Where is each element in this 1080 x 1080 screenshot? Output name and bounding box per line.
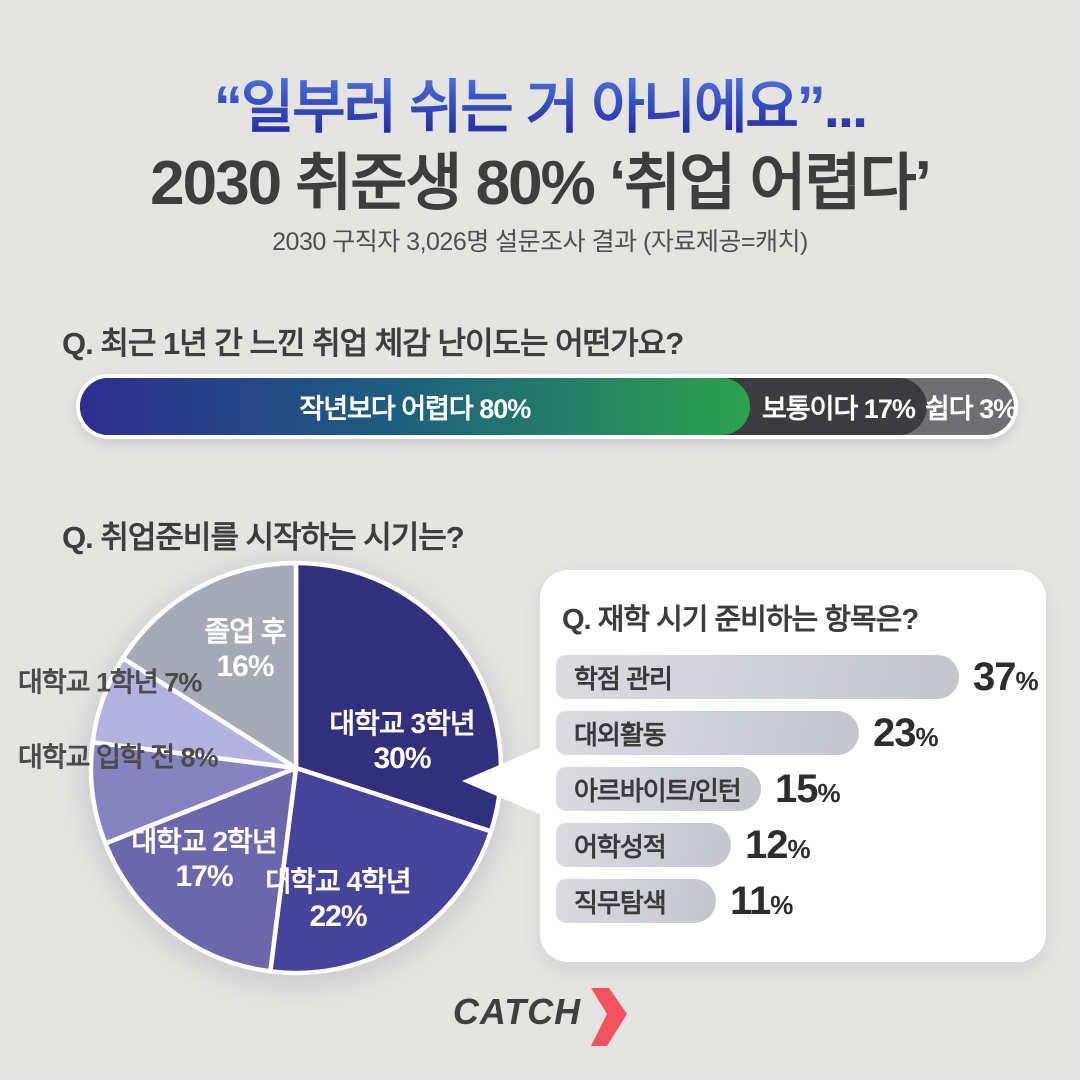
hbar-row-grades: 학점 관리 37% [556,655,1039,699]
hbar-grades: 학점 관리 [556,655,959,699]
hbar-job-exploration: 직무탐색 [556,879,716,923]
hbar-row-language-score: 어학성적 12% [556,823,811,867]
difficulty-bar-track: 작년보다 어렵다 80% 보통이다 17% 쉽다 3% [80,378,1017,435]
hbar-value-number: 11 [730,878,771,923]
catch-logo-text: CATCH [452,991,582,1032]
pie-slice-label: 대학교 2학년 17% [131,826,277,893]
question-1-heading: Q. 최근 1년 간 느낀 취업 체감 난이도는 어떤가요? [62,326,684,361]
hbar-value: 23% [873,711,939,756]
percent-sign: % [787,833,811,864]
hbar-value: 11% [730,879,793,924]
pie-slice-2 [103,765,299,974]
percent-sign: % [817,777,841,808]
difficulty-stacked-bar: 작년보다 어렵다 80% 보통이다 17% 쉽다 3% [76,374,1018,439]
main-title-line2: 2030 취준생 80% ‘취업 어렵다’ [150,149,932,218]
pie-slice-label: 대학교 3학년 30% [329,708,475,775]
prep-items-card: Q. 재학 시기 준비하는 항목은? 학점 관리 37% 대외활동 23% 아르… [540,570,1046,962]
hbar-value-number: 15 [775,766,818,811]
footer-logo: CATCH [0,988,1080,1046]
pie-slice-5 [120,560,299,771]
hbar-value-number: 37 [973,654,1016,699]
pie-chart-area: 대학교 3학년 30% 대학교 4학년 22% 대학교 2학년 17% 대학교 입학 전 8… [0,540,560,1010]
pie-slice-label: 대학교 4학년 22% [265,866,411,933]
pie-slice-1 [268,765,494,976]
hbar-value: 37% [973,655,1039,700]
segment-normal-label: 보통이다 17% [761,394,916,424]
survey-subtitle: 2030 구직자 3,026명 설문조사 결과 (자료제공=캐치) [272,228,808,256]
percent-sign: % [915,721,939,752]
hbar-label: 학점 관리 [574,663,673,694]
hbar-value: 12% [745,823,811,868]
question-2-heading: Q. 취업준비를 시작하는 시기는? [62,520,465,555]
catch-arrow-icon [591,988,628,1046]
hbar-value-number: 23 [873,710,916,755]
hbar-label: 대외활동 [574,719,667,750]
card-speech-tail [462,744,548,818]
segment-harder [80,378,750,435]
pie-slice-outside-label: 대학교 1학년 7% [18,667,202,698]
hbar-label: 어학성적 [574,831,667,862]
hbar-row-activities: 대외활동 23% [556,711,939,755]
hbar-activities: 대외활동 [556,711,859,755]
hbar-row-parttime-intern: 아르바이트/인턴 15% [556,767,841,811]
pie-slice-outside-label: 대학교 입학 전 8% [18,742,219,773]
question-3-heading: Q. 재학 시기 준비하는 항목은? [562,604,919,636]
hbar-language-score: 어학성적 [556,823,731,867]
hbar-value: 15% [775,767,841,812]
segment-harder-label: 작년보다 어렵다 80% [299,394,531,424]
hbar-label: 직무탐색 [574,887,667,918]
main-title-line1: “일부러 쉬는 거 아니에요”... [0,60,1080,144]
segment-easy-label: 쉽다 3% [924,394,1017,424]
hbar-value-number: 12 [745,822,788,867]
hbar-parttime-intern: 아르바이트/인턴 [556,767,761,811]
hbar-row-job-exploration: 직무탐색 11% [556,879,793,923]
pie-slice-label: 졸업 후 16% [204,616,286,683]
hbar-label: 아르바이트/인턴 [574,775,742,806]
percent-sign: % [770,889,794,920]
percent-sign: % [1015,665,1039,696]
